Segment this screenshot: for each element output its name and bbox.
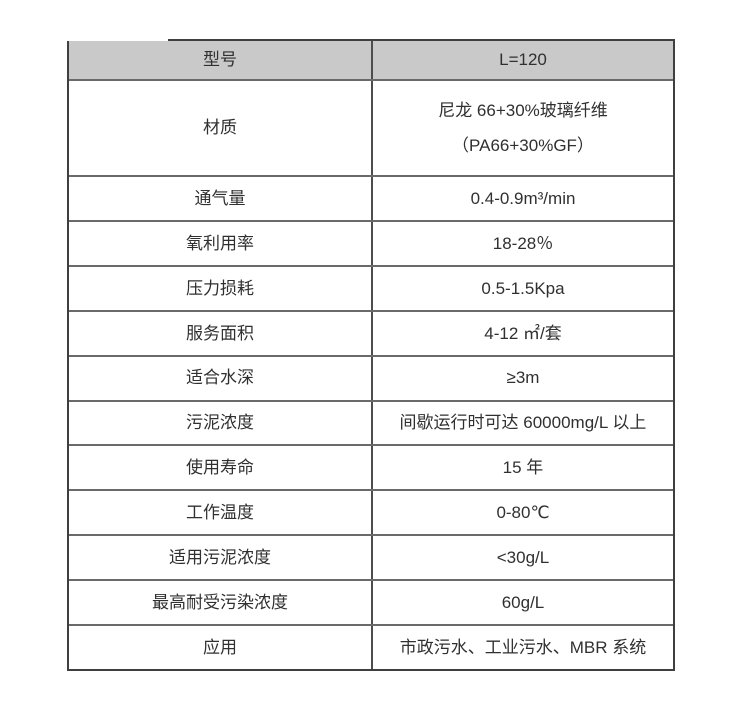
material-value-line1: 尼龙 66+30%玻璃纤维 xyxy=(438,101,608,121)
header-param-cell: 型号 xyxy=(69,41,373,79)
param-label: 材质 xyxy=(203,118,237,138)
param-label: 使用寿命 xyxy=(186,458,254,478)
table-row-service-area: 服务面积 4-12 ㎡/套 xyxy=(69,311,673,357)
table-row-max-pollution-tolerance: 最高耐受污染浓度 60g/L xyxy=(69,581,673,627)
param-value-cell: 尼龙 66+30%玻璃纤维 （PA66+30%GF） xyxy=(373,81,673,175)
param-label-cell: 通气量 xyxy=(69,177,373,220)
param-label: 适合水深 xyxy=(186,368,254,388)
param-label-cell: 适合水深 xyxy=(69,356,373,400)
table-row-application: 应用 市政污水、工业污水、MBR 系统 xyxy=(69,626,673,669)
header-value-cell: L=120 xyxy=(373,41,673,79)
param-label-cell: 使用寿命 xyxy=(69,446,373,490)
param-value-cell: 市政污水、工业污水、MBR 系统 xyxy=(373,626,673,669)
param-value-cell: 0.4-0.9m³/min xyxy=(373,177,673,220)
param-label-cell: 压力损耗 xyxy=(69,266,373,310)
table-row-service-life: 使用寿命 15 年 xyxy=(69,446,673,492)
table-row-oxygen-utilization: 氧利用率 18-28％ xyxy=(69,221,673,267)
top-border-notch-artifact xyxy=(65,36,168,41)
param-value: 18-28％ xyxy=(492,233,554,253)
param-value: 市政污水、工业污水、MBR 系统 xyxy=(399,637,647,657)
param-value-cell: 18-28％ xyxy=(373,222,673,265)
param-label: 氧利用率 xyxy=(186,233,254,253)
param-label-cell: 污泥浓度 xyxy=(69,401,373,445)
param-label: 压力损耗 xyxy=(186,278,254,298)
param-value-cell: 4-12 ㎡/套 xyxy=(373,312,673,355)
param-value: 4-12 ㎡/套 xyxy=(484,323,562,343)
param-label: 服务面积 xyxy=(186,323,254,343)
param-value: 60g/L xyxy=(501,592,545,612)
param-value: 0.4-0.9m³/min xyxy=(470,188,576,208)
table-row-applicable-sludge: 适用污泥浓度 <30g/L xyxy=(69,536,673,582)
param-value-cell: 0-80℃ xyxy=(373,491,673,534)
param-value-cell: 间歇运行时可达 60000mg/L 以上 xyxy=(373,402,673,445)
header-param-label: 型号 xyxy=(203,50,237,70)
param-label-cell: 服务面积 xyxy=(69,311,373,355)
param-label: 适用污泥浓度 xyxy=(169,548,271,568)
param-value-cell: 15 年 xyxy=(373,446,673,489)
param-label-cell: 最高耐受污染浓度 xyxy=(69,581,373,625)
param-label: 通气量 xyxy=(194,188,246,208)
param-label-cell: 应用 xyxy=(69,626,373,669)
param-value-cell: <30g/L xyxy=(373,536,673,579)
param-label-cell: 适用污泥浓度 xyxy=(69,536,373,580)
table-row-pressure-loss: 压力损耗 0.5-1.5Kpa xyxy=(69,266,673,312)
table-row-material: 材质 尼龙 66+30%玻璃纤维 （PA66+30%GF） xyxy=(69,81,673,177)
header-value-label: L=120 xyxy=(499,50,547,70)
param-label-cell: 氧利用率 xyxy=(69,221,373,265)
param-value: ≥3m xyxy=(506,368,540,388)
param-label: 工作温度 xyxy=(186,503,254,523)
table-row-working-temperature: 工作温度 0-80℃ xyxy=(69,491,673,537)
table-row-water-depth: 适合水深 ≥3m xyxy=(69,356,673,402)
table-row-sludge-concentration: 污泥浓度 间歇运行时可达 60000mg/L 以上 xyxy=(69,401,673,447)
param-label-cell: 材质 xyxy=(69,81,373,175)
param-value: <30g/L xyxy=(496,548,550,568)
param-value: 0.5-1.5Kpa xyxy=(481,278,565,298)
param-value-cell: 0.5-1.5Kpa xyxy=(373,267,673,310)
param-value: 0-80℃ xyxy=(496,503,550,523)
param-value-cell: 60g/L xyxy=(373,581,673,624)
table-header-row: 型号 L=120 xyxy=(69,41,673,81)
material-value-line2: （PA66+30%GF） xyxy=(452,135,594,155)
param-label: 最高耐受污染浓度 xyxy=(152,592,288,612)
spec-table: 型号 L=120 材质 尼龙 66+30%玻璃纤维 （PA66+30%GF） 通… xyxy=(67,39,675,671)
param-label-cell: 工作温度 xyxy=(69,491,373,535)
param-value: 间歇运行时可达 60000mg/L 以上 xyxy=(399,413,647,433)
param-label: 应用 xyxy=(203,637,237,657)
param-value-cell: ≥3m xyxy=(373,357,673,400)
table-row-airflow: 通气量 0.4-0.9m³/min xyxy=(69,177,673,222)
param-value: 15 年 xyxy=(502,458,544,478)
param-label: 污泥浓度 xyxy=(186,413,254,433)
